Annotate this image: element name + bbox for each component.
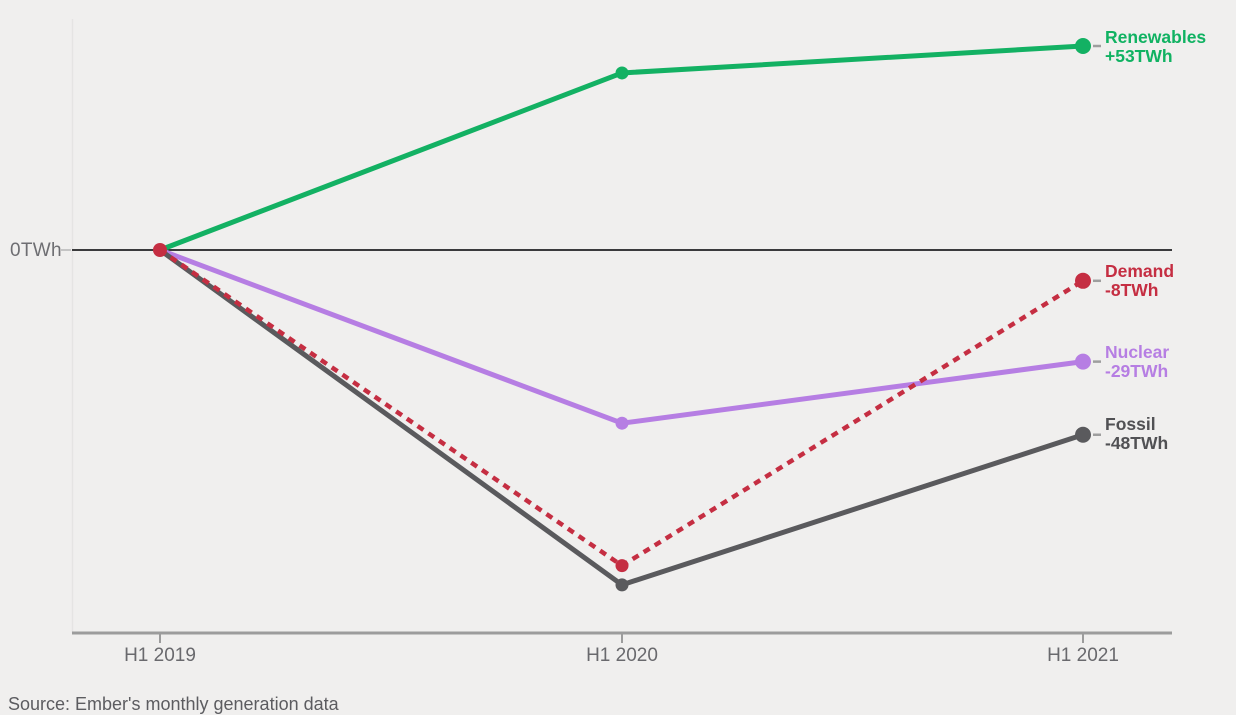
series-value: -8TWh bbox=[1105, 280, 1159, 300]
y-axis-zero-label: 0TWh bbox=[10, 240, 62, 261]
series-value: -29TWh bbox=[1105, 361, 1169, 381]
series-name: Nuclear bbox=[1105, 342, 1170, 362]
series-label-fossil: Fossil -48TWh bbox=[1105, 415, 1168, 453]
series-label-renewables: Renewables +53TWh bbox=[1105, 28, 1206, 66]
series-label-demand: Demand -8TWh bbox=[1105, 262, 1174, 300]
series-label-nuclear: Nuclear -29TWh bbox=[1105, 343, 1169, 381]
x-tick-label-h1-2021: H1 2021 bbox=[1047, 645, 1119, 666]
series-name: Demand bbox=[1105, 261, 1175, 281]
x-tick-label-h1-2019: H1 2019 bbox=[124, 645, 196, 666]
series-value: +53TWh bbox=[1105, 46, 1173, 66]
series-name: Fossil bbox=[1105, 414, 1156, 434]
source-note: Source: Ember's monthly generation data bbox=[8, 694, 339, 714]
series-value: -48TWh bbox=[1105, 433, 1169, 453]
x-tick-label-h1-2020: H1 2020 bbox=[586, 645, 658, 666]
series-name: Renewables bbox=[1105, 27, 1207, 47]
